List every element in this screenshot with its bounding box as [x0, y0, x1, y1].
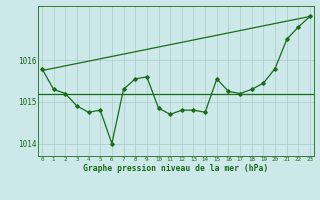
- X-axis label: Graphe pression niveau de la mer (hPa): Graphe pression niveau de la mer (hPa): [84, 164, 268, 173]
